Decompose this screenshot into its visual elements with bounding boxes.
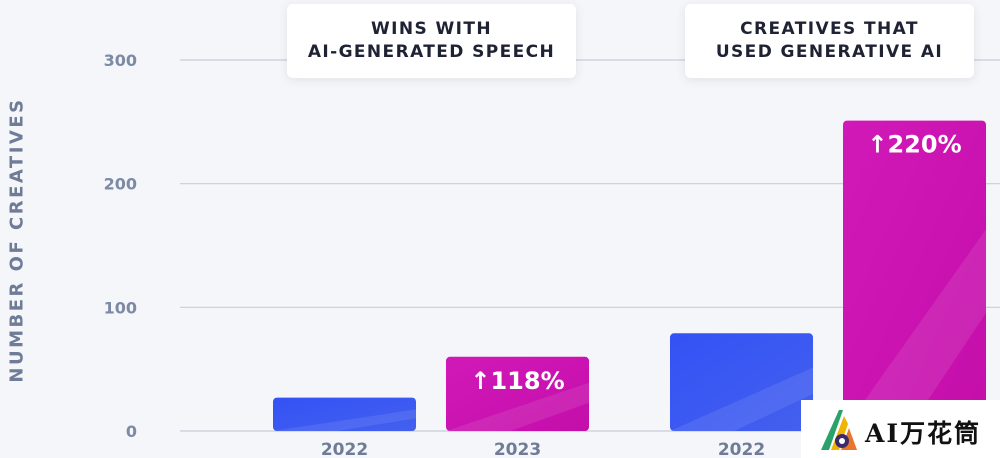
group-label-line: AI-GENERATED SPEECH: [307, 42, 556, 62]
y-tick-label: 200: [104, 175, 137, 194]
group-label-line: USED GENERATIVE AI: [715, 42, 944, 62]
bar-data-label: ↑220%: [867, 131, 961, 159]
bars: [273, 120, 986, 431]
bar-1-2022: [273, 397, 416, 431]
bar: [446, 356, 589, 431]
bar-1-2023: [446, 356, 589, 431]
bar-2-2023: [843, 120, 986, 431]
y-axis-label: NUMBER OF CREATIVES: [6, 97, 28, 383]
y-tick-label: 100: [104, 298, 137, 317]
group-label-creatives-gen-ai: CREATIVES THAT USED GENERATIVE AI: [685, 4, 974, 78]
y-axis-ticks: 0 100 200 300: [104, 51, 137, 441]
bar: [273, 397, 416, 431]
group-label-line: WINS WITH: [371, 19, 492, 39]
x-category-label: 2023: [494, 440, 541, 458]
y-tick-label: 0: [126, 422, 137, 441]
bar-2-2022: [670, 333, 813, 431]
bar-texture: [273, 409, 416, 431]
x-category-label: 2022: [718, 440, 765, 458]
bar-texture: [670, 367, 813, 431]
bar-texture: [843, 229, 986, 431]
y-tick-label: 300: [104, 51, 137, 70]
bar: [670, 333, 813, 431]
group-label-wins-ai-speech: WINS WITH AI-GENERATED SPEECH: [287, 4, 576, 78]
logo-text: AI万花筒: [865, 419, 982, 448]
watermark-logo: AI万花筒: [801, 400, 1000, 458]
logo-icon: [821, 410, 857, 450]
bar-texture: [446, 382, 589, 431]
bar-labels: ↑118% ↑220%: [470, 131, 961, 395]
x-category-label: 2022: [321, 440, 368, 458]
bar: [843, 120, 986, 431]
bar-data-label: ↑118%: [470, 367, 564, 395]
group-label-line: CREATIVES THAT: [740, 19, 919, 39]
